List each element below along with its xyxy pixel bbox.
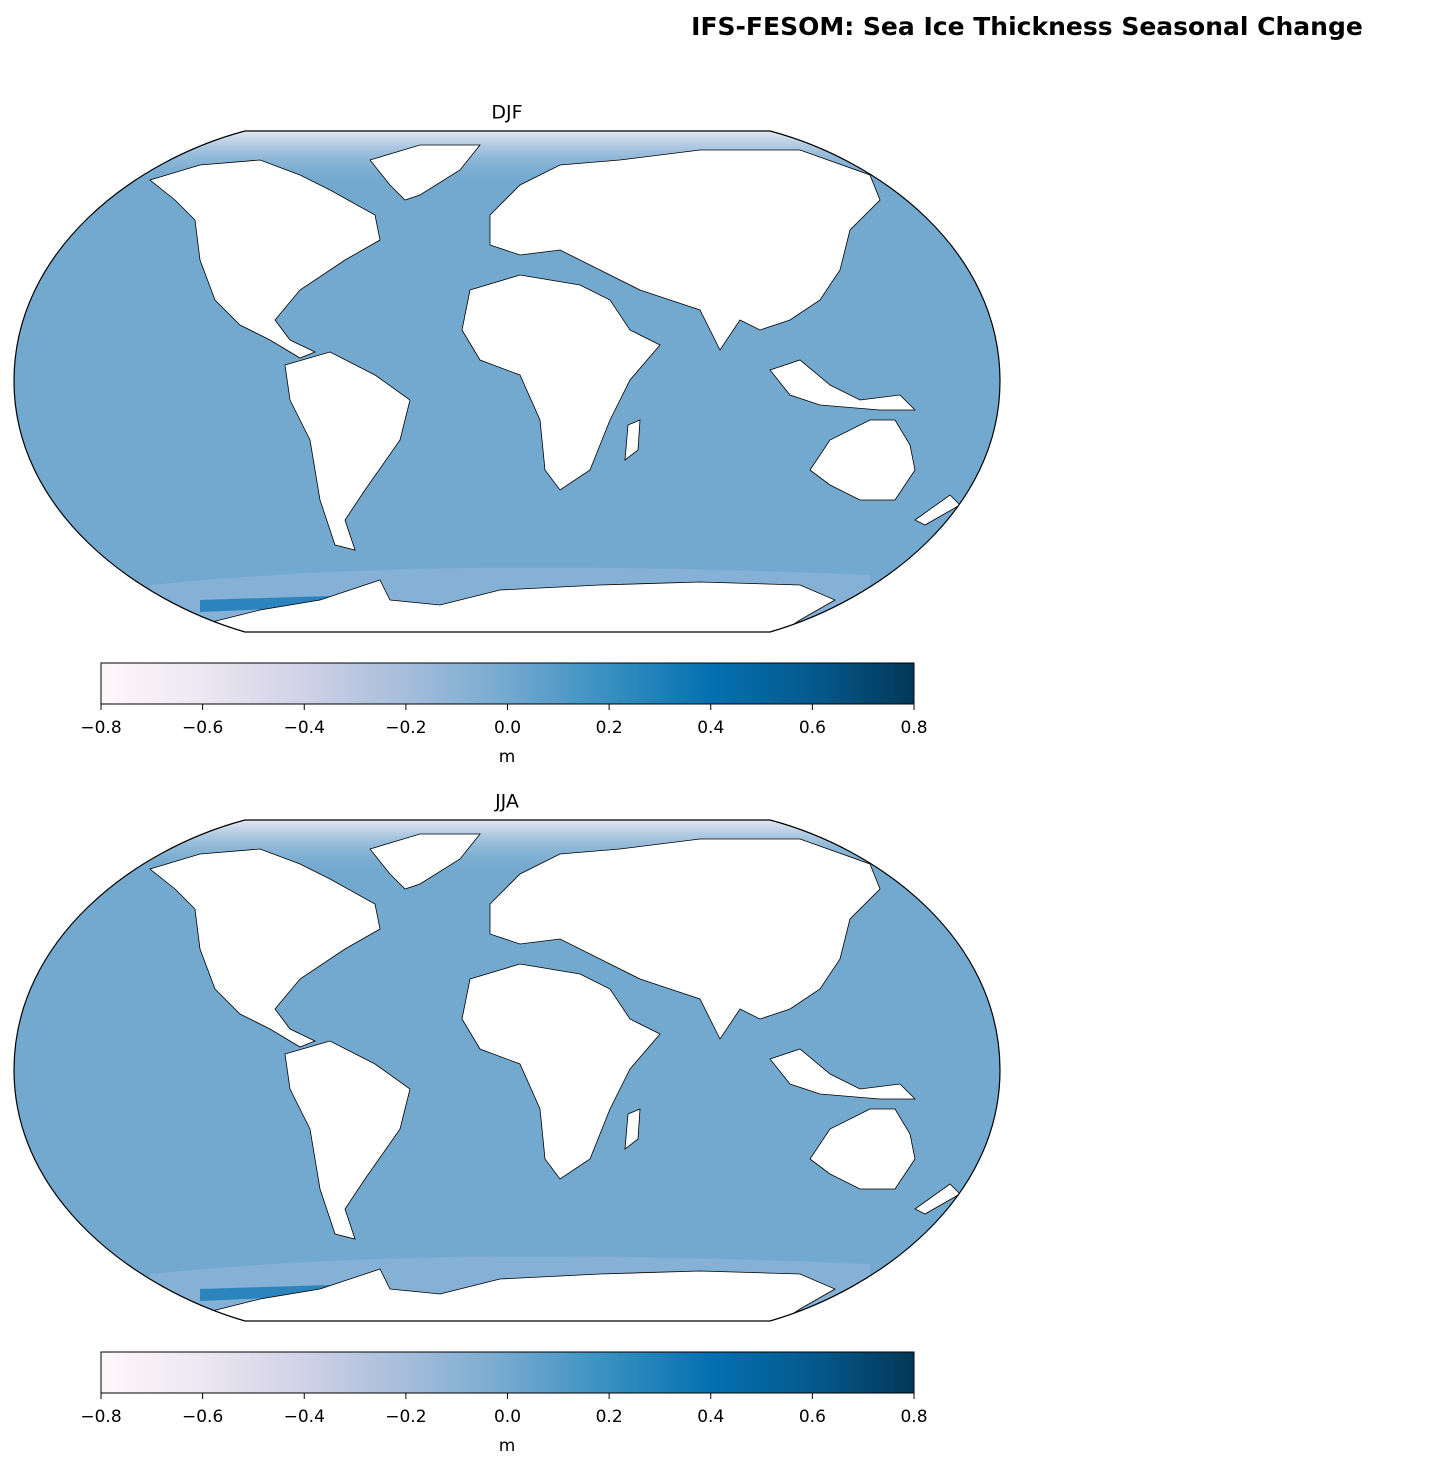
colorbar-tick-label: 0.4 xyxy=(697,718,724,738)
colorbar-label: m xyxy=(499,747,516,767)
colorbar xyxy=(100,662,915,705)
colorbar-tick-label: −0.6 xyxy=(182,718,223,738)
world-map xyxy=(0,120,1010,640)
colorbar-tick-label: −0.6 xyxy=(182,1407,223,1427)
colorbar-tick-label: 0.6 xyxy=(799,718,826,738)
colorbar-tick-label: 0.4 xyxy=(697,1407,724,1427)
colorbar-tick-label: 0.8 xyxy=(900,1407,927,1427)
colorbar-tick-label: 0.2 xyxy=(596,1407,623,1427)
colorbar-tick-label: −0.8 xyxy=(80,1407,121,1427)
colorbar-label: m xyxy=(499,1436,516,1456)
colorbar-tick-label: −0.2 xyxy=(385,1407,426,1427)
colorbar-tick-label: −0.4 xyxy=(284,718,325,738)
colorbar-tick-label: 0.8 xyxy=(900,718,927,738)
world-map xyxy=(0,809,1010,1329)
colorbar-tick-label: 0.0 xyxy=(494,718,521,738)
colorbar xyxy=(100,1351,915,1394)
panel-title: JJA xyxy=(494,791,519,813)
colorbar-tick-label: −0.4 xyxy=(284,1407,325,1427)
colorbar-tick-label: 0.0 xyxy=(494,1407,521,1427)
colorbar-tick-label: −0.8 xyxy=(80,718,121,738)
panel-title: DJF xyxy=(491,102,522,124)
figure-title: IFS-FESOM: Sea Ice Thickness Seasonal Ch… xyxy=(691,12,1363,41)
colorbar-tick-label: −0.2 xyxy=(385,718,426,738)
colorbar-tick-label: 0.2 xyxy=(596,718,623,738)
colorbar-tick-label: 0.6 xyxy=(799,1407,826,1427)
